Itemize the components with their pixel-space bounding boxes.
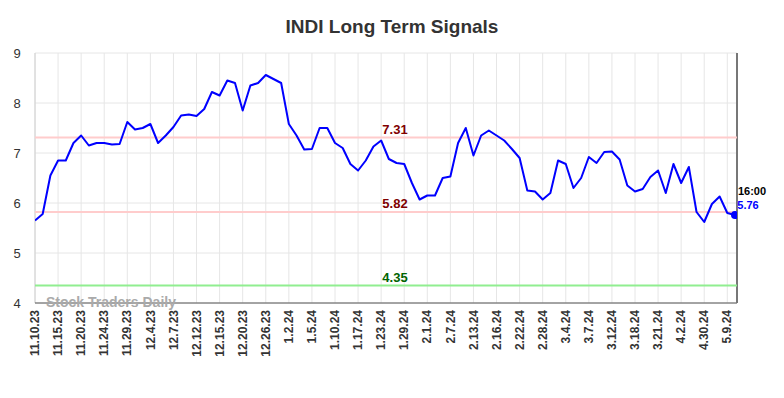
grid-line xyxy=(565,53,566,303)
x-tick-label: 2.28.24 xyxy=(536,310,550,350)
grid-line xyxy=(704,53,705,303)
grid-line xyxy=(404,53,405,303)
x-tick-label: 3.4.24 xyxy=(559,310,573,344)
grid-line xyxy=(588,53,589,303)
x-tick-label: 2.22.24 xyxy=(513,310,527,350)
x-tick-label: 3.12.24 xyxy=(605,310,619,350)
reference-line xyxy=(35,211,737,213)
x-tick-label: 1.5.24 xyxy=(305,310,319,344)
title: INDI Long Term Signals xyxy=(286,16,499,37)
grid-line xyxy=(542,53,543,303)
x-tick-label: 1.23.24 xyxy=(374,310,388,350)
grid-line xyxy=(242,53,243,303)
end-label: 16:00 xyxy=(738,185,766,197)
grid-line xyxy=(219,53,220,303)
x-tick-label: 4.30.24 xyxy=(697,310,711,350)
grid-line xyxy=(35,53,737,54)
x-tick-label: 12.26.23 xyxy=(259,310,273,357)
y-axis xyxy=(35,53,36,303)
grid-line xyxy=(35,103,737,104)
x-tick-label: 12.7.23 xyxy=(167,310,181,350)
reference-label: 4.35 xyxy=(382,270,407,285)
reference-line xyxy=(35,137,737,139)
x-tick-label: 2.7.24 xyxy=(444,310,458,344)
x-tick-label: 1.17.24 xyxy=(351,310,365,350)
y-tick-label: 8 xyxy=(13,96,20,111)
grid-line xyxy=(150,53,151,303)
y-tick-label: 9 xyxy=(13,46,20,61)
x-tick-label: 12.20.23 xyxy=(236,310,250,357)
grid-line xyxy=(450,53,451,303)
grid-line xyxy=(427,53,428,303)
x-tick-label: 12.12.23 xyxy=(190,310,204,357)
watermark: Stock Traders Daily xyxy=(46,294,176,310)
x-tick-label: 5.9.24 xyxy=(721,310,735,344)
x-tick-label: 3.21.24 xyxy=(651,310,665,350)
grid-line xyxy=(288,53,289,303)
x-tick-label: 1.10.24 xyxy=(328,310,342,350)
x-tick-label: 3.18.24 xyxy=(628,310,642,350)
x-tick-label: 3.7.24 xyxy=(582,310,596,344)
grid-line xyxy=(658,53,659,303)
grid-line xyxy=(358,53,359,303)
grid-line xyxy=(173,53,174,303)
grid-line xyxy=(611,53,612,303)
grid-line xyxy=(35,253,737,254)
y-tick-label: 6 xyxy=(13,196,20,211)
x-tick-label: 2.16.24 xyxy=(490,310,504,350)
y-tick-label: 7 xyxy=(13,146,20,161)
x-tick-label: 2.1.24 xyxy=(421,310,435,344)
x-tick-label: 11.24.23 xyxy=(97,310,111,356)
grid-line xyxy=(496,53,497,303)
x-tick-label: 1.29.24 xyxy=(397,310,411,350)
right-axis xyxy=(736,53,738,303)
grid-line xyxy=(681,53,682,303)
last-point xyxy=(731,211,737,219)
y-tick-label: 5 xyxy=(13,246,20,261)
chart: INDI Long Term Signals 4 5 6 7 8 9 11.10.23 11.1… xyxy=(0,0,784,398)
grid-line xyxy=(265,53,266,303)
x-tick-label: 11.10.23 xyxy=(28,310,42,356)
x-tick-label: 1.2.24 xyxy=(282,310,296,344)
grid-line xyxy=(127,53,128,303)
x-tick-label: 12.4.23 xyxy=(144,310,158,350)
grid-line xyxy=(519,53,520,303)
grid-line xyxy=(104,53,105,303)
grid-line xyxy=(381,53,382,303)
price-line xyxy=(35,75,735,222)
grid-line xyxy=(473,53,474,303)
grid-line xyxy=(35,53,36,303)
reference-line xyxy=(35,285,737,287)
last-value-label: 5.76 xyxy=(737,199,758,211)
grid-line xyxy=(58,53,59,303)
x-tick-label: 12.15.23 xyxy=(213,310,227,357)
x-tick-label: 11.29.23 xyxy=(121,310,135,356)
x-tick-label: 4.2.24 xyxy=(674,310,688,344)
x-tick-label: 2.13.24 xyxy=(467,310,481,350)
grid-line xyxy=(727,53,728,303)
grid-line xyxy=(311,53,312,303)
y-tick-label: 4 xyxy=(13,296,20,311)
x-tick-label: 11.15.23 xyxy=(51,310,65,356)
x-tick-label: 11.20.23 xyxy=(74,310,88,356)
grid-line xyxy=(335,53,336,303)
reference-label: 7.31 xyxy=(382,122,407,137)
reference-label: 5.82 xyxy=(382,196,407,211)
grid-line xyxy=(635,53,636,303)
grid-line xyxy=(81,53,82,303)
plot-area xyxy=(35,75,737,286)
grid-line xyxy=(196,53,197,303)
